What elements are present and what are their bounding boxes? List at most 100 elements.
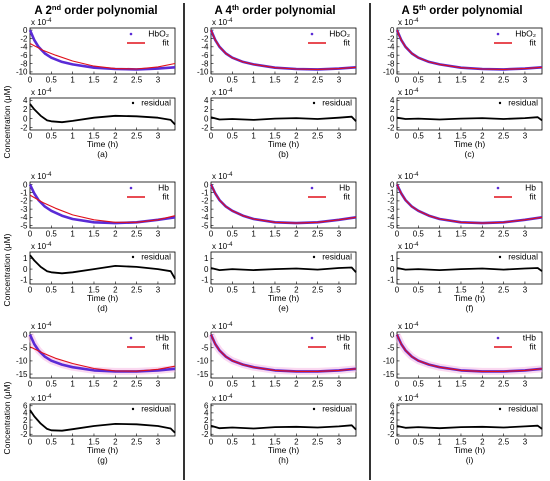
x-tick-label: 0.5 (413, 76, 425, 85)
panel-caption: (h) (278, 455, 289, 465)
x-tick-label: 2 (113, 286, 118, 295)
x-tick-label: 0 (209, 230, 214, 239)
y-tick-label: 0 (390, 423, 395, 432)
x-tick-label: 1.5 (269, 76, 281, 85)
x-tick-label: 2.5 (131, 76, 143, 85)
x-tick-label: 1 (251, 286, 256, 295)
plot-frame (29, 27, 176, 75)
y-tick-label: 0 (390, 330, 395, 339)
panel-caption: (a) (97, 149, 108, 159)
row-y-labels: Concentration (μM) Concentration (μM) Co… (2, 85, 12, 454)
y-tick-label: -1 (201, 276, 209, 285)
series-residual-line (29, 103, 176, 126)
x-tick-label: 1 (251, 380, 256, 389)
y-tick-label: -8 (387, 59, 395, 68)
plot-frame (210, 331, 357, 379)
y-tick-label: 0 (390, 265, 395, 274)
x-tick-label: 3 (156, 230, 161, 239)
x-tick-label: 2 (294, 286, 299, 295)
x-axis-label: Time (h) (268, 139, 299, 149)
y-tick-label: -2 (387, 124, 395, 133)
plot-frame (396, 27, 543, 75)
series-data-line (209, 334, 357, 373)
x-tick-label: 3 (523, 380, 528, 389)
legend-label-data: Hb (339, 183, 350, 193)
x-tick-label: 0 (209, 286, 214, 295)
x-tick-label: 2.5 (498, 132, 510, 141)
x-tick-label: 0 (28, 380, 33, 389)
x-tick-label: 2.5 (312, 286, 324, 295)
legend-marker-data (496, 32, 500, 36)
x-tick-label: 3 (523, 230, 528, 239)
x-tick-label: 1.5 (269, 380, 281, 389)
scale-multiplier: x 10-4 (31, 88, 52, 97)
x-tick-label: 0.5 (413, 132, 425, 141)
legend-marker-data (310, 32, 314, 36)
x-tick-label: 1.5 (269, 132, 281, 141)
x-tick-label: 1 (437, 380, 442, 389)
x-tick-label: 1 (437, 438, 442, 447)
y-tick-label: -1 (20, 276, 28, 285)
y-tick-label: 1 (204, 254, 209, 263)
legend-label-fit: fit (343, 192, 350, 202)
series-data-line (28, 183, 176, 225)
x-tick-label: 1.5 (455, 76, 467, 85)
x-tick-label: 0.5 (46, 438, 58, 447)
legend-marker-data (310, 336, 314, 340)
x-tick-label: 3 (156, 286, 161, 295)
y-tick-label: -6 (387, 51, 395, 60)
x-tick-label: 0.5 (413, 380, 425, 389)
scale-multiplier: x 10-4 (31, 394, 52, 403)
x-tick-label: 2 (113, 132, 118, 141)
y-tick-label: -5 (387, 344, 395, 353)
x-tick-label: 0.5 (227, 230, 239, 239)
series-data-line (395, 183, 543, 225)
x-tick-label: 0 (395, 286, 400, 295)
series-residual-line (396, 267, 543, 272)
legend-label-fit: fit (529, 38, 536, 48)
x-tick-label: 2.5 (312, 230, 324, 239)
y-tick-label: 0 (390, 114, 395, 123)
series-fit-line (29, 194, 176, 223)
y-tick-label: -3 (387, 205, 395, 214)
y-tick-label: -6 (201, 51, 209, 60)
series-data-line (28, 334, 176, 373)
y-tick-label: -4 (20, 43, 28, 52)
x-tick-label: 1 (70, 380, 75, 389)
series-fit-line (210, 29, 357, 70)
legend-label-residual: residual (508, 98, 538, 108)
legend-marker-residual (131, 255, 135, 259)
x-tick-label: 0 (28, 230, 33, 239)
x-tick-label: 1.5 (88, 438, 100, 447)
x-tick-label: 0 (28, 132, 33, 141)
legend-label-fit: fit (343, 38, 350, 48)
column-title-3: A 5th order polynomial (401, 3, 522, 17)
legend-label-fit: fit (529, 192, 536, 202)
x-tick-label: 2 (294, 380, 299, 389)
scale-multiplier: x 10-4 (212, 88, 233, 97)
y-tick-label: 2 (390, 416, 395, 425)
x-tick-label: 1 (251, 230, 256, 239)
column-titles: A 2nd order polynomial A 4th order polyn… (34, 3, 522, 17)
x-tick-label: 0.5 (413, 230, 425, 239)
x-tick-label: 2 (480, 286, 485, 295)
y-tick-label: 6 (23, 402, 28, 411)
x-tick-label: 2.5 (131, 380, 143, 389)
y-tick-label: -15 (16, 370, 28, 379)
y-tick-label: -2 (20, 197, 28, 206)
legend-marker-residual (312, 255, 316, 259)
x-tick-label: 0.5 (227, 286, 239, 295)
x-tick-label: 3 (337, 76, 342, 85)
scale-multiplier: x 10-4 (31, 18, 52, 27)
x-tick-label: 0 (28, 438, 33, 447)
x-tick-label: 1 (251, 438, 256, 447)
series-residual-line (210, 115, 357, 122)
x-tick-label: 2.5 (498, 438, 510, 447)
y-tick-label: 4 (204, 409, 209, 418)
y-tick-label: 0 (390, 180, 395, 189)
x-tick-label: 2 (480, 230, 485, 239)
